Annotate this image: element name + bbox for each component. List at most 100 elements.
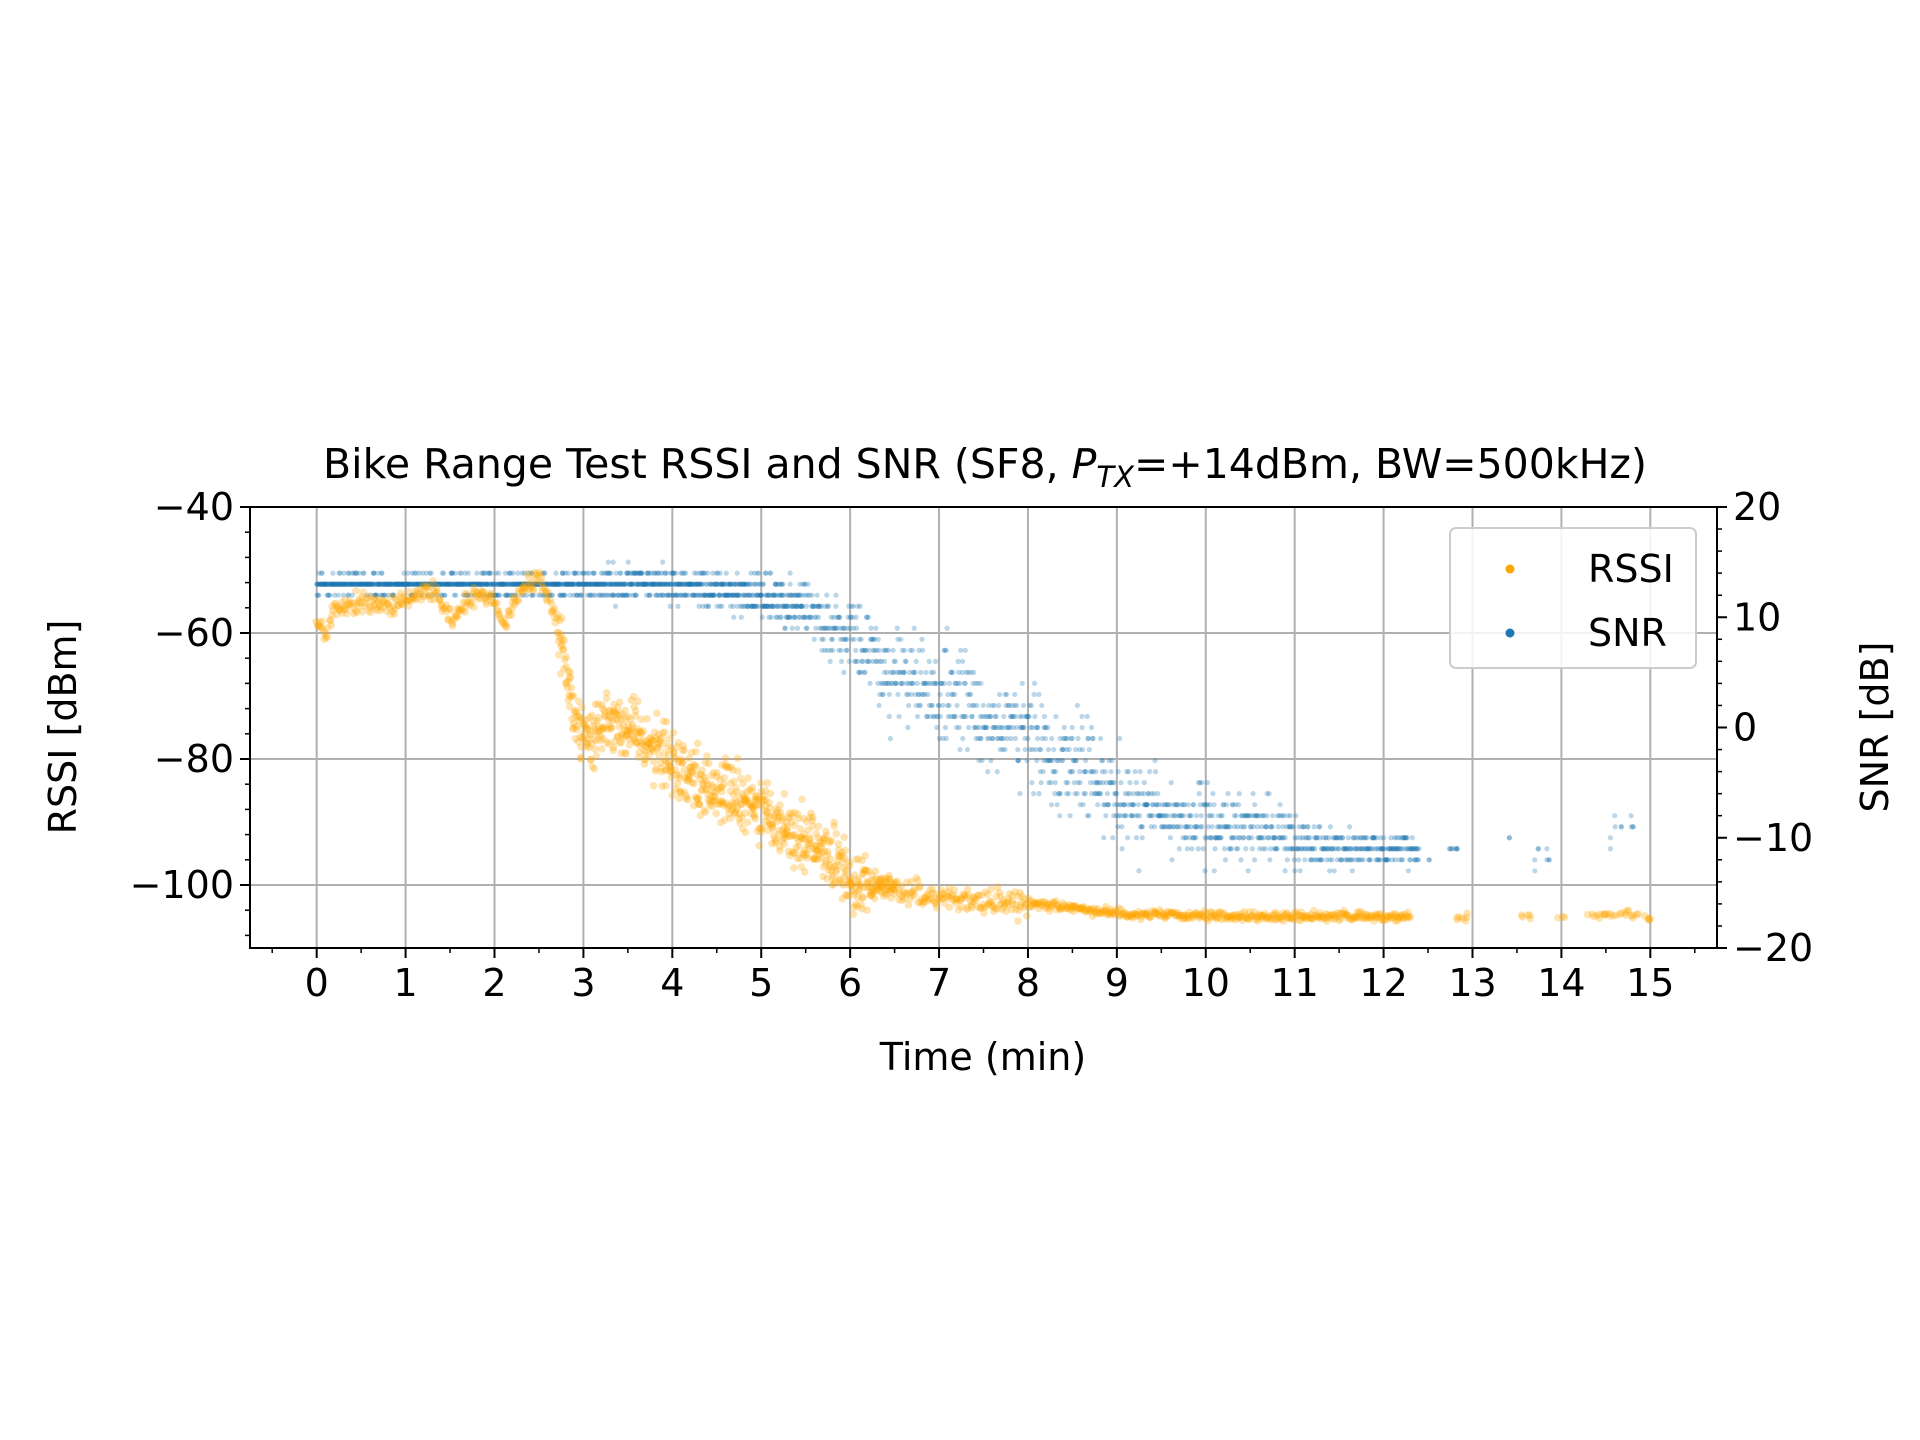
rssi-point xyxy=(696,811,705,820)
snr-point xyxy=(675,581,681,587)
snr-point xyxy=(629,570,635,576)
rssi-point xyxy=(582,742,591,751)
snr-point xyxy=(404,581,410,587)
snr-point xyxy=(597,592,603,598)
snr-point xyxy=(615,581,622,587)
rssi-point xyxy=(458,607,467,615)
snr-point xyxy=(1155,813,1161,819)
snr-point xyxy=(547,592,553,598)
rssi-point xyxy=(665,742,673,751)
snr-point xyxy=(1301,846,1308,852)
rssi-point xyxy=(417,596,426,604)
rssi-point xyxy=(816,836,825,845)
rssi-point xyxy=(359,588,367,596)
snr-point xyxy=(499,581,505,587)
snr-point xyxy=(633,592,640,598)
snr-point xyxy=(879,691,885,698)
snr-point xyxy=(420,581,426,587)
rssi-point xyxy=(637,738,646,747)
snr-point xyxy=(383,581,389,587)
rssi-point xyxy=(445,605,454,613)
snr-point xyxy=(895,636,901,642)
snr-point xyxy=(425,581,432,587)
rssi-point xyxy=(715,797,723,806)
snr-point xyxy=(671,570,677,576)
rssi-point xyxy=(583,724,591,733)
snr-point xyxy=(1319,857,1325,863)
snr-point xyxy=(1290,824,1296,830)
snr-point xyxy=(1338,857,1344,863)
snr-point xyxy=(860,658,866,664)
snr-point xyxy=(558,581,564,587)
snr-point xyxy=(670,592,676,598)
snr-point xyxy=(905,702,912,709)
snr-point xyxy=(711,592,717,598)
snr-point xyxy=(608,570,614,576)
snr-point xyxy=(973,680,979,687)
snr-point xyxy=(335,592,341,598)
snr-point xyxy=(1446,846,1453,852)
rssi-point xyxy=(801,846,809,854)
snr-point xyxy=(433,581,439,587)
snr-point xyxy=(742,592,748,598)
snr-point xyxy=(781,592,787,598)
snr-point xyxy=(575,581,581,587)
snr-point xyxy=(507,570,513,576)
rssi-point xyxy=(758,795,767,804)
rssi-point xyxy=(823,851,832,859)
rssi-point xyxy=(987,885,995,893)
snr-point xyxy=(1038,780,1044,786)
snr-point xyxy=(557,581,563,587)
snr-point xyxy=(764,603,770,609)
snr-point xyxy=(583,581,589,587)
snr-point xyxy=(366,581,372,587)
rssi-point xyxy=(825,838,834,847)
rssi-point xyxy=(619,721,628,730)
snr-point xyxy=(578,592,584,598)
snr-point xyxy=(318,581,324,587)
snr-point xyxy=(390,592,396,598)
snr-point xyxy=(754,581,760,587)
snr-point xyxy=(724,592,730,598)
rssi-point xyxy=(396,598,405,607)
snr-point xyxy=(939,680,945,687)
snr-point xyxy=(396,581,402,587)
snr-point xyxy=(457,581,463,587)
snr-point xyxy=(429,592,435,598)
rssi-point xyxy=(845,858,853,867)
snr-point xyxy=(366,581,372,587)
snr-point xyxy=(781,603,787,609)
snr-point xyxy=(1374,846,1380,852)
snr-point xyxy=(580,581,586,587)
snr-point xyxy=(1055,791,1062,797)
snr-point xyxy=(1389,846,1395,852)
snr-point xyxy=(446,581,452,587)
snr-point xyxy=(815,603,821,609)
snr-point xyxy=(1256,813,1262,819)
snr-point xyxy=(1030,791,1037,797)
snr-point xyxy=(1386,846,1392,852)
snr-point xyxy=(790,592,796,598)
snr-point xyxy=(1355,857,1361,863)
rssi-point xyxy=(742,796,751,804)
snr-point xyxy=(986,735,993,742)
rssi-point xyxy=(469,603,478,611)
snr-point xyxy=(1354,846,1360,852)
snr-point xyxy=(393,581,399,587)
rssi-point xyxy=(352,608,361,617)
snr-point xyxy=(1240,824,1246,830)
snr-point xyxy=(641,581,647,587)
snr-point xyxy=(1405,846,1411,852)
snr-point xyxy=(579,581,586,587)
snr-point xyxy=(367,592,373,598)
rssi-point xyxy=(744,774,752,782)
snr-point xyxy=(740,581,746,587)
rssi-point xyxy=(863,906,871,914)
snr-point xyxy=(1364,835,1370,841)
snr-point xyxy=(610,592,616,598)
snr-point xyxy=(951,713,957,720)
snr-point xyxy=(689,581,695,587)
snr-point xyxy=(692,581,698,587)
snr-point xyxy=(362,581,368,587)
snr-point xyxy=(1063,735,1069,742)
